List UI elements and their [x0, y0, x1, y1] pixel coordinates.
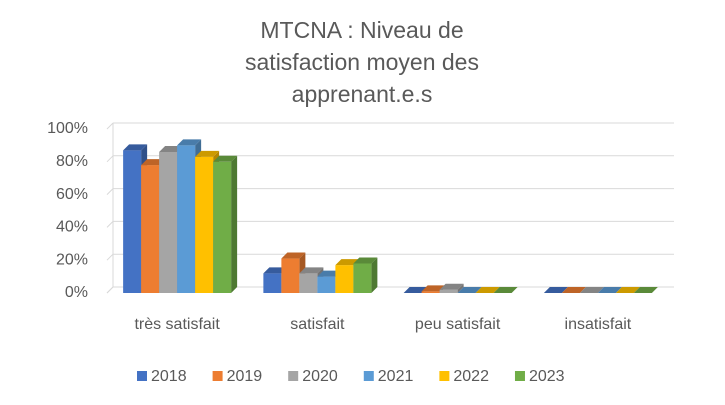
bar-top [439, 283, 464, 290]
y-tick-label: 80% [56, 153, 88, 170]
bar-group [457, 287, 482, 293]
bar-top [195, 150, 220, 157]
legend-swatch [288, 371, 299, 381]
bar-top [561, 287, 586, 293]
bar-top [475, 287, 500, 293]
legend-swatch [212, 371, 223, 381]
bar [141, 165, 160, 293]
bar [421, 291, 440, 293]
bar-top [353, 257, 378, 264]
grid-depth [106, 286, 114, 294]
bar [317, 276, 336, 293]
chart-title: MTCNA : Niveau de satisfaction moyen des… [245, 17, 479, 107]
bar-top [123, 144, 148, 151]
legend-swatch [363, 371, 374, 381]
bar-top [597, 287, 622, 293]
bar [123, 150, 142, 293]
legend-label: 2018 [151, 368, 187, 385]
y-tick-label: 60% [56, 186, 88, 203]
bar-group [579, 287, 604, 293]
bar [177, 145, 196, 293]
bar [353, 263, 372, 293]
legend-label: 2021 [378, 368, 414, 385]
legend-label: 2020 [302, 368, 338, 385]
grid-depth [106, 122, 114, 130]
bar-top [213, 155, 238, 162]
y-tick-label: 100% [47, 120, 88, 137]
bar-side [457, 283, 464, 293]
bar-group [353, 257, 378, 293]
legend-label: 2019 [227, 368, 263, 385]
y-tick-label: 0% [65, 284, 88, 301]
bar [439, 289, 458, 293]
bar-group [597, 287, 622, 293]
bar-group [213, 155, 238, 293]
bar-group [615, 287, 640, 293]
bar-side [231, 155, 238, 293]
bar-group [543, 287, 568, 293]
bar [263, 273, 282, 293]
bar-top [615, 287, 640, 293]
bar-top [543, 287, 568, 293]
bar-side [371, 257, 378, 293]
grid-depth [106, 155, 114, 163]
bar-top [281, 252, 306, 259]
bar-group [561, 287, 586, 293]
legend-label: 2022 [453, 368, 489, 385]
grid-depth [106, 253, 114, 261]
bar-top [177, 139, 202, 146]
bar-group [493, 287, 518, 293]
bar-top [299, 267, 324, 274]
bar-group [475, 287, 500, 293]
legend-label: 2023 [529, 368, 565, 385]
grid-depth [106, 221, 114, 228]
bar [159, 151, 178, 293]
bar-top [633, 287, 658, 293]
grid-depth [106, 188, 114, 195]
bar-group [633, 287, 658, 293]
bar [213, 161, 232, 293]
x-tick-label: très satisfait [134, 316, 220, 333]
bar-group [439, 283, 464, 293]
legend-swatch [514, 371, 525, 381]
bar [195, 156, 214, 293]
y-tick-label: 40% [56, 219, 88, 236]
bar-top [579, 287, 604, 293]
legend-swatch [439, 371, 450, 381]
x-tick-label: satisfait [290, 316, 345, 333]
y-tick-label: 20% [56, 251, 88, 268]
bar [299, 273, 318, 293]
x-tick-label: insatisfait [565, 316, 632, 333]
legend-swatch [137, 371, 147, 381]
bar-top [457, 287, 482, 293]
bar-top [493, 287, 518, 293]
bar [281, 258, 300, 293]
bar [335, 265, 354, 293]
x-tick-label: peu satisfait [415, 316, 501, 333]
